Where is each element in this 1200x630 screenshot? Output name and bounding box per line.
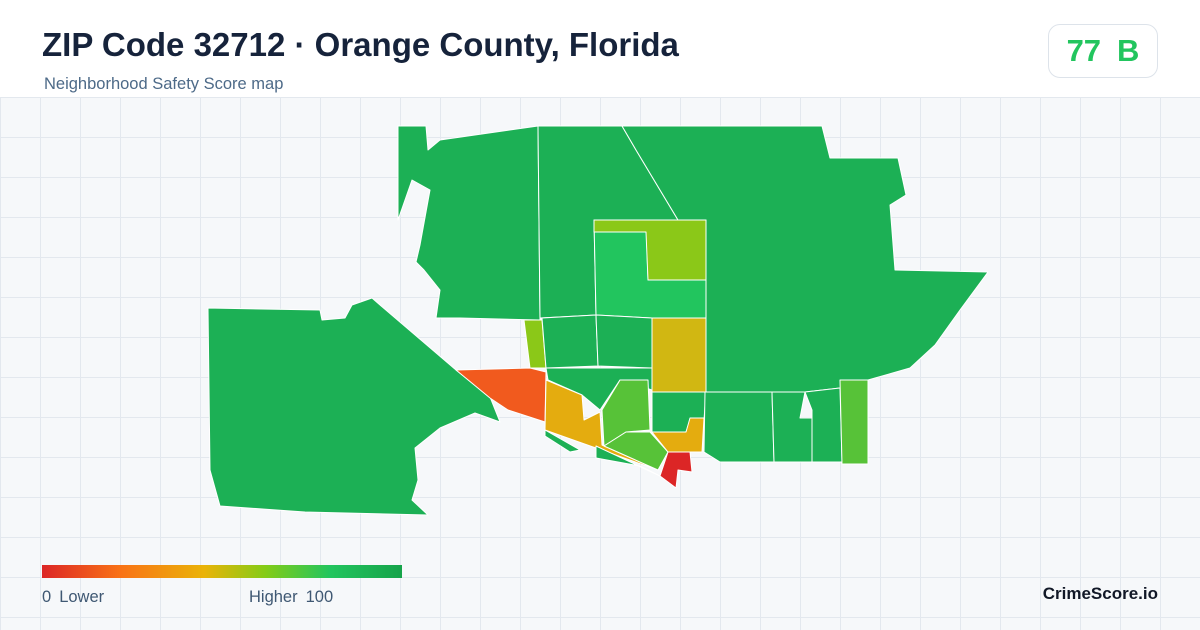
page-title: ZIP Code 32712 · Orange County, Florida [42, 26, 679, 63]
map-area-south-band[interactable] [595, 445, 661, 477]
map-area-northwest[interactable] [397, 125, 541, 321]
map-area-central-b[interactable] [595, 314, 653, 369]
legend-min-label: Lower [59, 588, 105, 606]
map-area-central-a[interactable] [541, 314, 599, 369]
map-area-central-mid[interactable] [651, 317, 707, 393]
map-area-east-fair[interactable] [839, 379, 869, 465]
legend-max-value: 100 [305, 588, 334, 606]
map-area-east-a[interactable] [703, 391, 775, 463]
legend-low-label: 0 Lower [42, 588, 104, 607]
map-area-central-c[interactable] [545, 367, 653, 411]
safety-score-grade: B [1117, 33, 1140, 68]
safety-score-badge: 77 B [1048, 24, 1158, 78]
legend-max-label: Higher [249, 588, 298, 606]
map-area-east-b[interactable] [771, 391, 813, 463]
map-area-low-mid-west[interactable] [544, 379, 659, 471]
map-area-west[interactable] [207, 297, 501, 516]
legend-color-scale [42, 565, 402, 578]
brand-logo-text: CrimeScore.io [1042, 584, 1158, 603]
page-subtitle: Neighborhood Safety Score map [44, 75, 284, 93]
map-area-east-c[interactable] [804, 387, 843, 463]
safety-score-value: 77 [1066, 33, 1102, 68]
legend-min-value: 0 [42, 588, 52, 606]
map-area-north-moderate[interactable] [593, 219, 707, 281]
map-area-fair-south[interactable] [603, 431, 669, 471]
map-area-south-strip[interactable] [544, 429, 581, 453]
header: ZIP Code 32712 · Orange County, Florida … [0, 0, 1200, 97]
legend-high-label: Higher 100 [249, 588, 333, 607]
